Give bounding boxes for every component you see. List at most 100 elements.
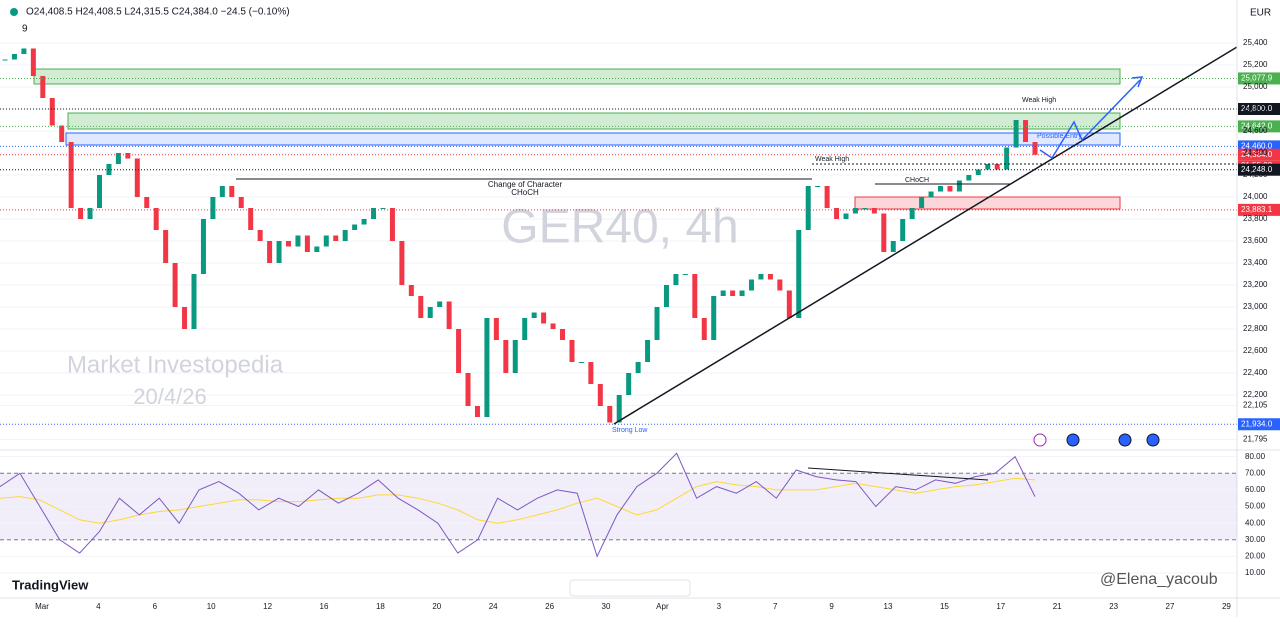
candle bbox=[484, 318, 490, 418]
y-tick-label: 24,200 bbox=[1243, 170, 1268, 179]
x-tick-label: 15 bbox=[940, 602, 949, 611]
divergence-line bbox=[807, 467, 989, 481]
candle bbox=[852, 208, 858, 214]
event-icon[interactable] bbox=[1066, 433, 1080, 447]
candle bbox=[418, 296, 424, 319]
event-icon[interactable] bbox=[1118, 433, 1132, 447]
candle bbox=[68, 142, 74, 209]
candle bbox=[503, 340, 509, 374]
x-tick-label: 16 bbox=[320, 602, 329, 611]
candle bbox=[531, 312, 537, 319]
candle bbox=[30, 48, 36, 77]
rsi-tick-label: 20.00 bbox=[1245, 552, 1266, 561]
candle bbox=[843, 213, 849, 220]
candle bbox=[456, 329, 462, 374]
candle bbox=[645, 340, 651, 363]
candle bbox=[938, 186, 944, 192]
y-tick-label: 24,800 bbox=[1243, 104, 1268, 113]
candle bbox=[257, 230, 263, 242]
rsi-tick-label: 40.00 bbox=[1245, 518, 1266, 527]
x-tick-label: 7 bbox=[773, 602, 778, 611]
candle bbox=[361, 219, 367, 225]
candle bbox=[371, 208, 377, 220]
x-tick-label: 17 bbox=[996, 602, 1005, 611]
candle bbox=[796, 230, 802, 319]
candle bbox=[720, 290, 726, 297]
candle bbox=[881, 213, 887, 253]
candle bbox=[607, 406, 613, 423]
candle bbox=[125, 153, 131, 159]
price-tag bbox=[1238, 203, 1280, 216]
candle bbox=[427, 307, 433, 319]
candle bbox=[96, 175, 102, 209]
candle bbox=[314, 246, 320, 253]
price-tag-label: 24,248.0 bbox=[1241, 165, 1273, 174]
candle bbox=[115, 153, 121, 165]
candle bbox=[928, 191, 934, 198]
x-tick-label: 29 bbox=[1222, 602, 1231, 611]
candle bbox=[172, 263, 178, 308]
y-tick-label: 25,400 bbox=[1243, 38, 1268, 47]
candle bbox=[673, 274, 679, 286]
candle bbox=[21, 48, 27, 55]
candle bbox=[786, 290, 792, 319]
candle bbox=[871, 208, 877, 214]
watermark: GER40, 4h bbox=[501, 201, 738, 254]
candle bbox=[578, 362, 584, 364]
status-dot bbox=[10, 8, 18, 16]
candle bbox=[49, 98, 55, 126]
candle bbox=[1004, 147, 1010, 170]
annotation: CHoCH bbox=[905, 177, 929, 184]
nav-buttons[interactable] bbox=[569, 579, 691, 597]
candle bbox=[248, 208, 254, 231]
event-icon[interactable] bbox=[1033, 433, 1047, 447]
interval: 9 bbox=[22, 24, 28, 35]
currency: EUR bbox=[1250, 8, 1271, 19]
candle bbox=[134, 158, 140, 198]
y-tick-label: 24,600 bbox=[1243, 126, 1268, 135]
annotation: Strong Low bbox=[612, 427, 648, 434]
demand-zone bbox=[33, 68, 1121, 85]
candle bbox=[437, 301, 443, 308]
candle bbox=[446, 301, 452, 330]
candle bbox=[985, 164, 991, 170]
candle bbox=[635, 362, 641, 374]
candle bbox=[550, 323, 556, 330]
candle bbox=[333, 235, 339, 242]
x-tick-label: 10 bbox=[207, 602, 216, 611]
candle bbox=[323, 235, 329, 247]
candle bbox=[626, 373, 632, 396]
event-icon[interactable] bbox=[1146, 433, 1160, 447]
y-tick-label: 24,400 bbox=[1243, 148, 1268, 157]
candle bbox=[474, 406, 480, 418]
x-tick-label: 9 bbox=[829, 602, 834, 611]
x-tick-label: 13 bbox=[884, 602, 893, 611]
price-tag bbox=[1238, 72, 1280, 85]
candle bbox=[210, 197, 216, 220]
candle bbox=[295, 235, 301, 247]
rsi-tick-label: 70.00 bbox=[1245, 468, 1266, 477]
candle bbox=[682, 274, 688, 276]
candle bbox=[749, 279, 755, 291]
price-tag-label: 24,642.0 bbox=[1241, 121, 1273, 130]
price-tag-label: 21,934.0 bbox=[1241, 419, 1273, 428]
candle bbox=[711, 296, 717, 341]
candle bbox=[1013, 120, 1019, 148]
price-tag-label: 23,883.1 bbox=[1241, 205, 1273, 214]
price-tag-label: 24,800.0 bbox=[1241, 104, 1273, 113]
price-tag bbox=[1238, 163, 1280, 176]
candle bbox=[1023, 120, 1029, 143]
candle bbox=[900, 219, 906, 242]
candle bbox=[78, 208, 84, 220]
candle bbox=[909, 208, 915, 220]
candle bbox=[2, 59, 8, 61]
candle bbox=[182, 307, 188, 330]
x-tick-label: Apr bbox=[656, 602, 669, 611]
x-tick-label: 4 bbox=[96, 602, 101, 611]
candle bbox=[267, 241, 273, 264]
projection-arrow bbox=[1039, 79, 1141, 160]
candle bbox=[191, 274, 197, 330]
trend-line bbox=[613, 46, 1238, 425]
candle bbox=[352, 224, 358, 231]
y-tick-label: 22,400 bbox=[1243, 368, 1268, 377]
